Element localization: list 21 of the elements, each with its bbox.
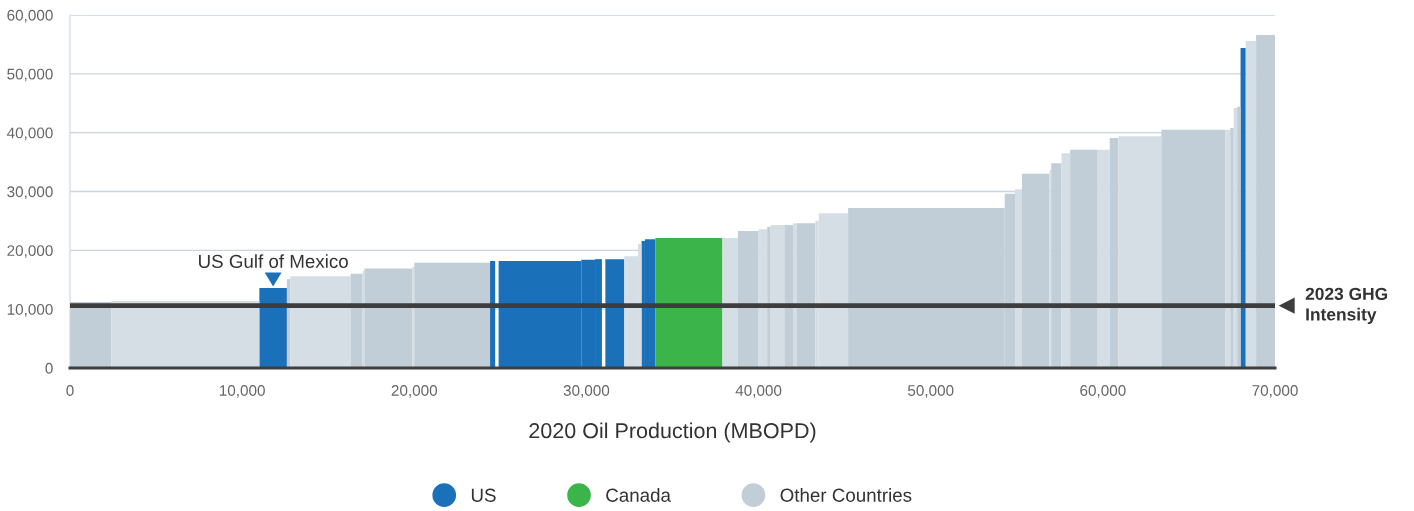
y-tick-label: 0 xyxy=(45,362,53,374)
annotation: US Gulf of Mexico xyxy=(199,254,348,269)
legend-label: Other Countries xyxy=(780,488,912,502)
x-tick-label: 30,000 xyxy=(563,385,610,398)
x-axis-title: 2020 Oil Production (MBOPD) xyxy=(529,422,816,443)
y-tick-label: 60,000 xyxy=(7,9,53,23)
y-tick-label: 50,000 xyxy=(7,68,53,82)
x-tick-label: 50,000 xyxy=(907,385,954,398)
x-tick-label: 70,000 xyxy=(1252,385,1298,398)
x-tick-label: 60,000 xyxy=(1080,385,1126,398)
x-tick-label: 10,000 xyxy=(219,385,265,398)
x-tick-label: 20,000 xyxy=(391,385,438,398)
y-tick-label: 30,000 xyxy=(7,186,53,199)
y-tick-label: 20,000 xyxy=(7,245,53,258)
y-tick-label: 40,000 xyxy=(6,127,53,141)
y-tick-label: 10,000 xyxy=(7,304,53,317)
x-tick-label: 40,000 xyxy=(735,385,782,398)
x-tick-label: 0 xyxy=(66,385,74,396)
legend-label: Canada xyxy=(606,488,671,502)
ref-line-label: 2023 GHG Intensity xyxy=(1305,287,1388,325)
legend-label: US xyxy=(471,488,496,502)
